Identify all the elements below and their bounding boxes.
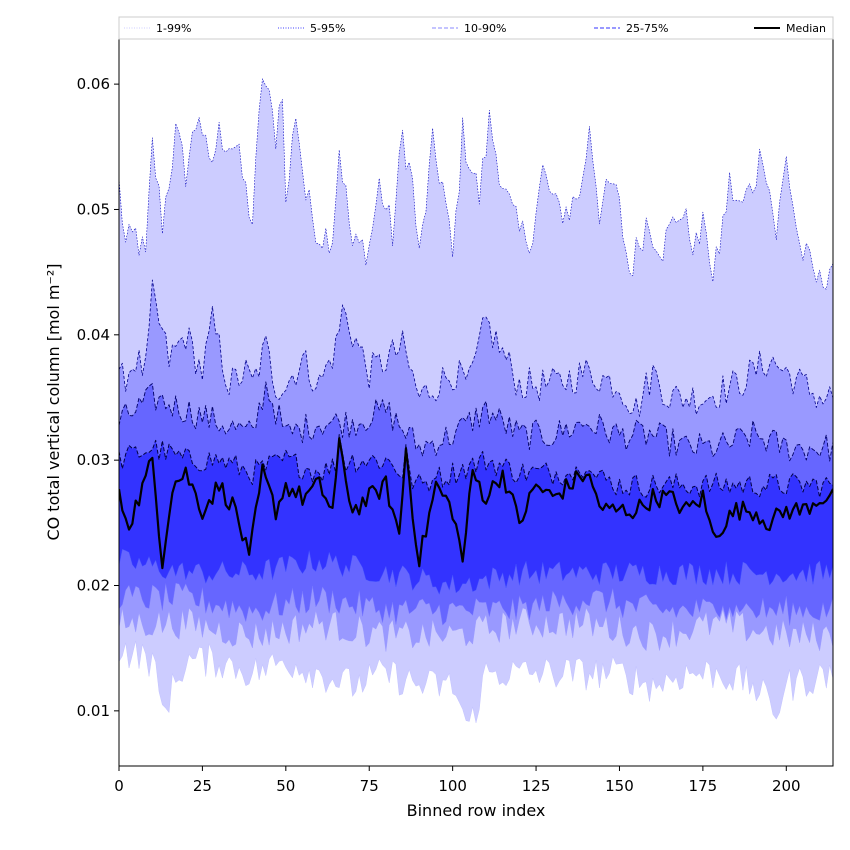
legend-frame: [118, 16, 834, 40]
series-line-p95: [119, 279, 833, 417]
series-line-p10: [119, 582, 833, 626]
x-tick-label: 150: [605, 777, 634, 795]
series-line-p5: [119, 607, 833, 652]
x-axis-label: Binned row index: [407, 801, 546, 820]
y-tick-label: 0.01: [77, 702, 110, 720]
x-tick-label: 25: [193, 777, 212, 795]
x-tick-label: 125: [522, 777, 551, 795]
legend-label: Median: [786, 22, 826, 35]
legend-label: 1-99%: [156, 22, 191, 35]
x-axis: 0 25 50 75 100 125 150 175 200: [114, 766, 801, 795]
y-tick-label: 0.02: [77, 577, 110, 595]
y-axis: 0.01 0.02 0.03 0.04 0.05 0.06: [77, 75, 119, 720]
legend: 1-99% 5-95% 10-90% 25-75% Median: [118, 16, 834, 40]
legend-label: 25-75%: [626, 22, 668, 35]
y-tick-label: 0.06: [77, 75, 110, 93]
x-tick-label: 100: [438, 777, 467, 795]
x-tick-label: 75: [360, 777, 379, 795]
band-p25-p75: [119, 434, 833, 595]
y-tick-label: 0.04: [77, 326, 110, 344]
y-tick-label: 0.05: [77, 200, 110, 218]
series-line-p75: [119, 434, 833, 498]
series-line-p25: [119, 549, 833, 595]
series-line-p90: [119, 381, 833, 462]
legend-label: 5-95%: [310, 22, 345, 35]
y-tick-label: 0.03: [77, 451, 110, 469]
lines-layer: [119, 78, 833, 724]
x-tick-label: 200: [772, 777, 801, 795]
bands-layer: [119, 78, 833, 723]
x-tick-label: 0: [114, 777, 124, 795]
legend-label: 10-90%: [464, 22, 506, 35]
x-tick-label: 50: [276, 777, 295, 795]
series-line-p50: [119, 437, 833, 570]
x-tick-label: 175: [689, 777, 718, 795]
y-axis-label: CO total vertical column [mol m⁻²]: [44, 263, 63, 540]
series-line-p1: [119, 640, 833, 724]
